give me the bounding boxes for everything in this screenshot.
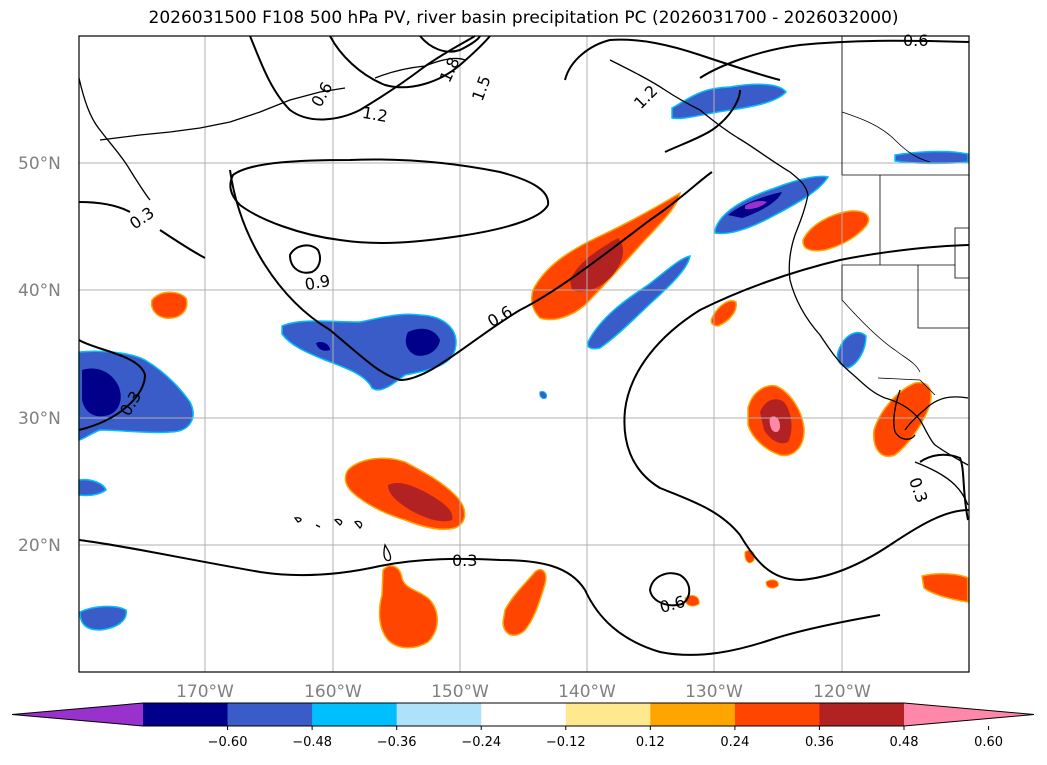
colorbar-extend-max xyxy=(904,703,1034,726)
lon-label-140w: 140°W xyxy=(558,682,616,702)
lon-label-130w: 130°W xyxy=(685,682,743,702)
colorbar-bin xyxy=(565,703,651,726)
colorbar-tick-label: −0.60 xyxy=(208,735,248,750)
colorbar-bin xyxy=(650,703,736,726)
colorbar-tick-label: 0.48 xyxy=(890,735,919,750)
lat-label-40n: 40°N xyxy=(18,281,61,301)
map-title: 2026031500 F108 500 hPa PV, river basin … xyxy=(148,8,899,28)
colorbar-bin xyxy=(227,703,313,726)
precip-blob-central-core xyxy=(405,328,440,356)
colorbar-tick-label: 0.60 xyxy=(974,735,1003,750)
lat-label-50n: 50°N xyxy=(18,154,61,174)
precip-blob-tiny xyxy=(539,391,547,399)
colorbar: −0.60 −0.48 −0.36 −0.24 −0.12 0.12 0.24 0.36 0.4… xyxy=(11,702,1035,750)
pv-contours xyxy=(78,35,970,656)
map-frame xyxy=(78,35,970,673)
colorbar-tick-label: −0.12 xyxy=(546,735,586,750)
contour-label-1.2: 1.2 xyxy=(361,103,389,126)
contour-label-0.9: 0.9 xyxy=(303,271,331,294)
latitude-labels: 50°N 40°N 30°N 20°N xyxy=(18,154,61,556)
contour-label-0.6-north: 0.6 xyxy=(903,31,928,50)
longitude-labels: 170°W 160°W 150°W 140°W 130°W 120°W xyxy=(176,682,871,702)
colorbar-tick-label: 0.36 xyxy=(805,735,834,750)
precip-blob-west-small xyxy=(78,478,107,497)
lat-label-30n: 30°N xyxy=(18,409,61,429)
precip-blob-oregon xyxy=(802,210,870,252)
colorbar-bin xyxy=(143,703,229,726)
colorbar-bin xyxy=(312,703,398,726)
colorbar-tick-label: −0.24 xyxy=(461,735,501,750)
map-background xyxy=(79,36,969,672)
precip-blob-dot-1 xyxy=(744,549,755,564)
precip-blob-hawaii-south xyxy=(378,565,438,649)
colorbar-bin xyxy=(734,703,820,726)
precip-blob-bc-offshore xyxy=(714,175,830,235)
precip-blob-west-core xyxy=(82,368,121,417)
colorbar-outline xyxy=(11,702,1035,727)
precip-blob-offshore-east-peak xyxy=(769,416,780,433)
colorbar-extend-min xyxy=(12,703,143,726)
precip-blob-diagonal xyxy=(586,255,691,350)
lon-label-150w: 150°W xyxy=(431,682,489,702)
lat-label-20n: 20°N xyxy=(18,536,61,556)
precip-blob-canada xyxy=(894,150,969,165)
colorbar-bin xyxy=(396,703,482,726)
colorbar-bin xyxy=(819,703,905,726)
precip-blob-dateline xyxy=(150,291,188,319)
precip-blob-hawaii-core xyxy=(388,482,453,522)
precip-blob-small-offshore xyxy=(710,300,737,327)
coastlines xyxy=(78,57,969,562)
lon-label-120w: 120°W xyxy=(813,682,871,702)
graticule xyxy=(79,36,969,672)
colorbar-bin xyxy=(481,703,567,726)
contour-label-0.3-south: 0.3 xyxy=(452,551,477,570)
political-borders xyxy=(841,36,970,396)
precip-blob-dot-2 xyxy=(765,579,779,589)
precip-blob-bc-peak xyxy=(745,201,767,210)
precip-blob-baja xyxy=(873,381,932,457)
lon-label-170w: 170°W xyxy=(176,682,234,702)
precip-blob-southwest xyxy=(79,605,127,631)
precip-blob-mexico xyxy=(921,573,969,603)
colorbar-tick-label: −0.36 xyxy=(377,735,417,750)
colorbar-tick-label: 0.24 xyxy=(720,735,749,750)
lon-label-160w: 160°W xyxy=(304,682,362,702)
colorbar-tick-label: −0.48 xyxy=(292,735,332,750)
precip-blob-central-small xyxy=(316,341,330,351)
colorbar-tick-label: 0.12 xyxy=(636,735,665,750)
precip-blob-subtropic xyxy=(502,568,547,637)
